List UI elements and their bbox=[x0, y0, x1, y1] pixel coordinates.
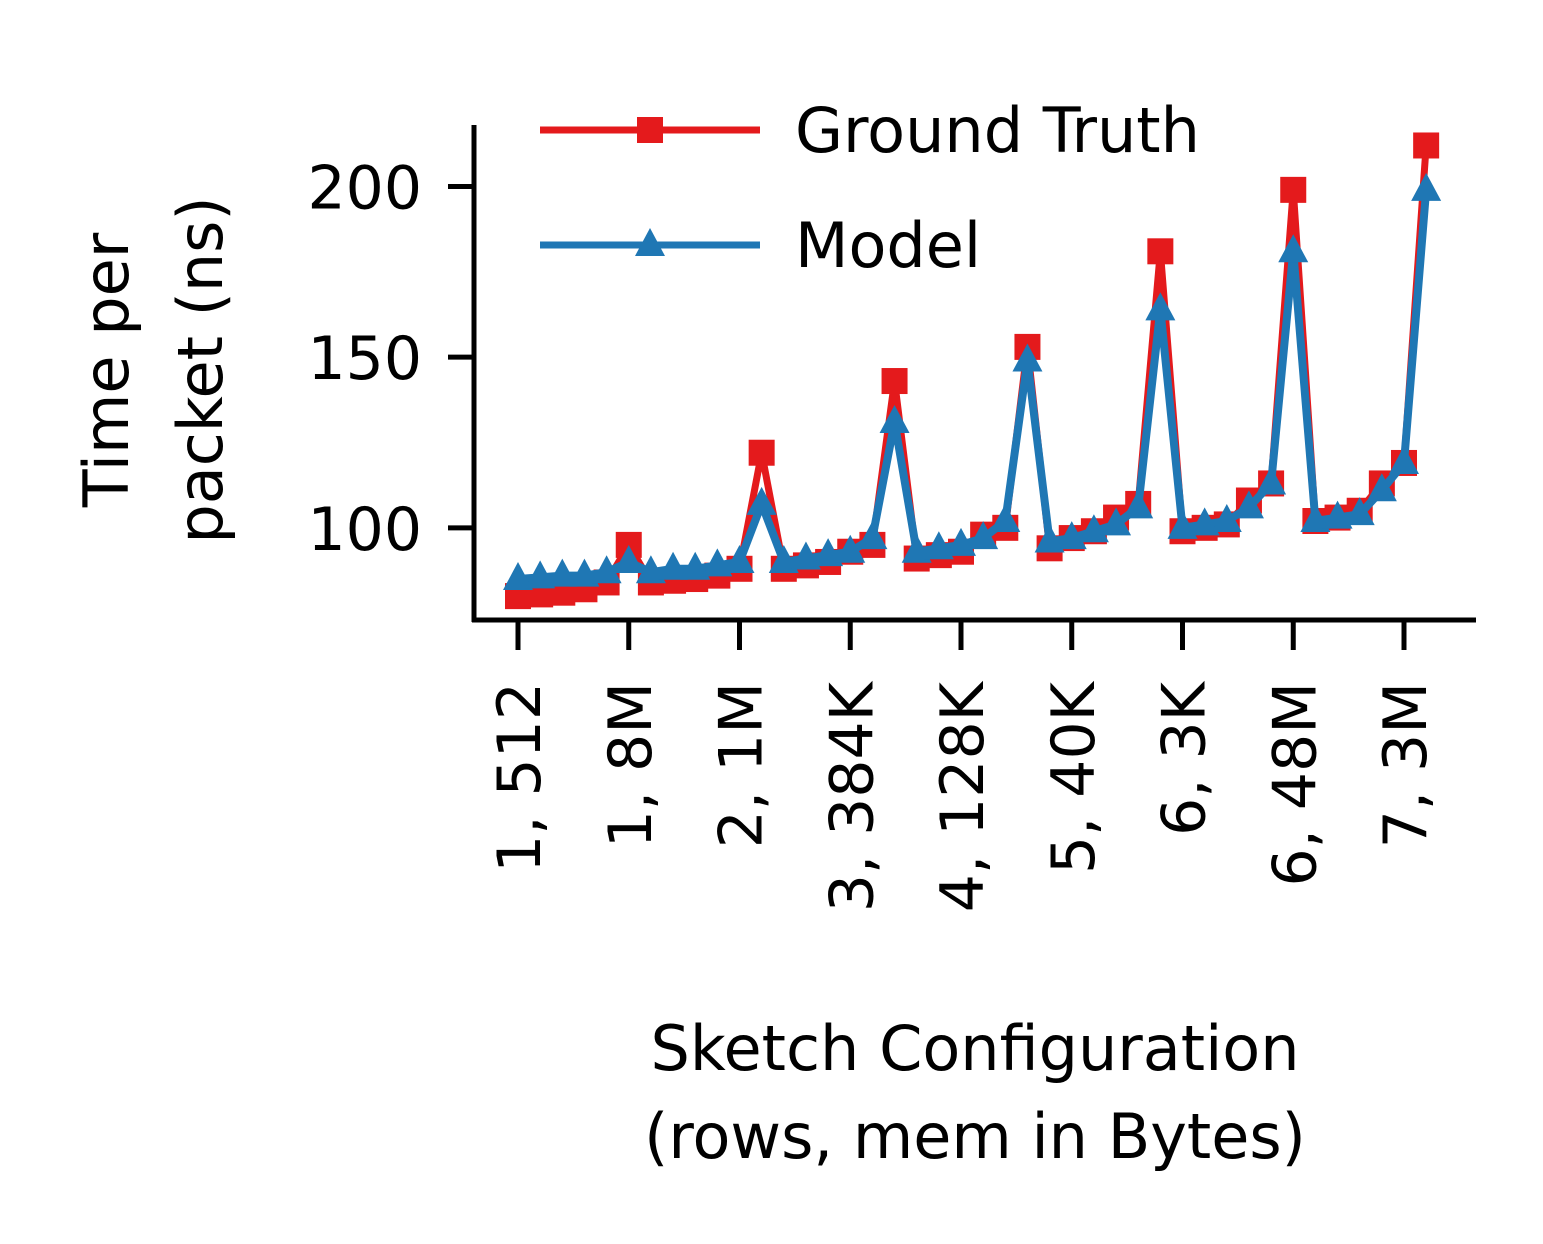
data-point bbox=[1189, 507, 1220, 536]
x-tick-label: 6, 3K bbox=[1150, 680, 1220, 835]
data-point bbox=[923, 531, 954, 560]
data-point bbox=[1280, 176, 1307, 203]
data-point bbox=[569, 558, 600, 587]
legend-label: Model bbox=[795, 209, 981, 282]
legend: Ground Truth Model bbox=[540, 94, 1200, 282]
data-point bbox=[1034, 524, 1065, 553]
data-point bbox=[680, 551, 711, 580]
data-point bbox=[658, 551, 689, 580]
y-axis-title: Time per packet (ns) bbox=[70, 196, 237, 543]
x-tick-label: 5, 40K bbox=[1039, 680, 1109, 874]
data-point bbox=[591, 555, 622, 584]
data-point bbox=[1211, 504, 1242, 532]
legend-item: Model bbox=[540, 209, 981, 282]
y-tick-label: 200 bbox=[307, 153, 422, 223]
data-point bbox=[1411, 172, 1442, 201]
y-ticks: 100 150 200 bbox=[307, 153, 474, 565]
data-point bbox=[525, 560, 556, 589]
data-point bbox=[768, 544, 799, 573]
data-point bbox=[702, 548, 733, 577]
legend-marker bbox=[635, 228, 665, 256]
data-point bbox=[1344, 497, 1375, 526]
data-point bbox=[835, 534, 866, 563]
x-axis-title-line: (rows, mem in Bytes) bbox=[644, 1100, 1306, 1173]
plot-area bbox=[503, 132, 1442, 610]
data-point bbox=[748, 439, 775, 466]
data-point bbox=[1145, 292, 1176, 321]
data-point bbox=[724, 544, 755, 573]
x-tick-label: 7, 3M bbox=[1371, 682, 1441, 848]
legend-item: Ground Truth bbox=[540, 94, 1200, 167]
data-point bbox=[968, 521, 999, 550]
data-point bbox=[613, 544, 644, 573]
x-tick-label: 1, 8M bbox=[596, 682, 666, 848]
x-ticks: 1, 512 1, 8M 2, 1M 3, 384K 4, 128K 5, 40K 6, 3… bbox=[485, 620, 1441, 912]
legend-label: Ground Truth bbox=[795, 94, 1200, 167]
data-point bbox=[1322, 500, 1353, 529]
y-tick-label: 100 bbox=[307, 495, 422, 565]
x-tick-label: 6, 48M bbox=[1260, 682, 1330, 886]
data-point bbox=[503, 562, 533, 591]
data-point bbox=[1012, 343, 1043, 372]
data-point bbox=[813, 538, 844, 567]
data-point bbox=[857, 521, 888, 550]
x-tick-label: 1, 512 bbox=[485, 682, 555, 873]
y-axis-title-line: packet (ns) bbox=[164, 196, 237, 543]
x-tick-label: 4, 128K bbox=[928, 680, 998, 912]
data-point bbox=[1366, 473, 1397, 502]
x-tick-label: 2, 1M bbox=[707, 682, 777, 848]
data-point bbox=[1123, 490, 1154, 519]
data-point bbox=[881, 368, 908, 395]
data-point bbox=[547, 558, 578, 587]
x-tick-label: 3, 384K bbox=[817, 680, 887, 912]
data-point bbox=[1300, 504, 1331, 532]
data-point bbox=[1101, 507, 1132, 536]
y-tick-label: 150 bbox=[307, 324, 422, 394]
data-point bbox=[1147, 238, 1174, 265]
data-point bbox=[901, 534, 932, 563]
x-axis-title: Sketch Configuration (rows, mem in Bytes) bbox=[644, 1012, 1306, 1173]
data-point bbox=[879, 405, 910, 433]
data-point bbox=[635, 555, 666, 584]
data-point bbox=[1233, 490, 1264, 519]
x-axis-title-line: Sketch Configuration bbox=[650, 1012, 1299, 1085]
legend-marker bbox=[637, 117, 663, 143]
y-axis-title-line: Time per bbox=[70, 232, 143, 508]
series-model bbox=[503, 172, 1442, 591]
data-point bbox=[1278, 234, 1309, 263]
data-point bbox=[1389, 445, 1419, 474]
data-point bbox=[746, 486, 777, 515]
data-point bbox=[990, 504, 1021, 532]
data-point bbox=[1167, 510, 1198, 539]
data-point bbox=[1256, 466, 1287, 495]
data-point bbox=[1413, 132, 1440, 159]
axes bbox=[471, 125, 1476, 623]
data-point bbox=[790, 541, 821, 570]
